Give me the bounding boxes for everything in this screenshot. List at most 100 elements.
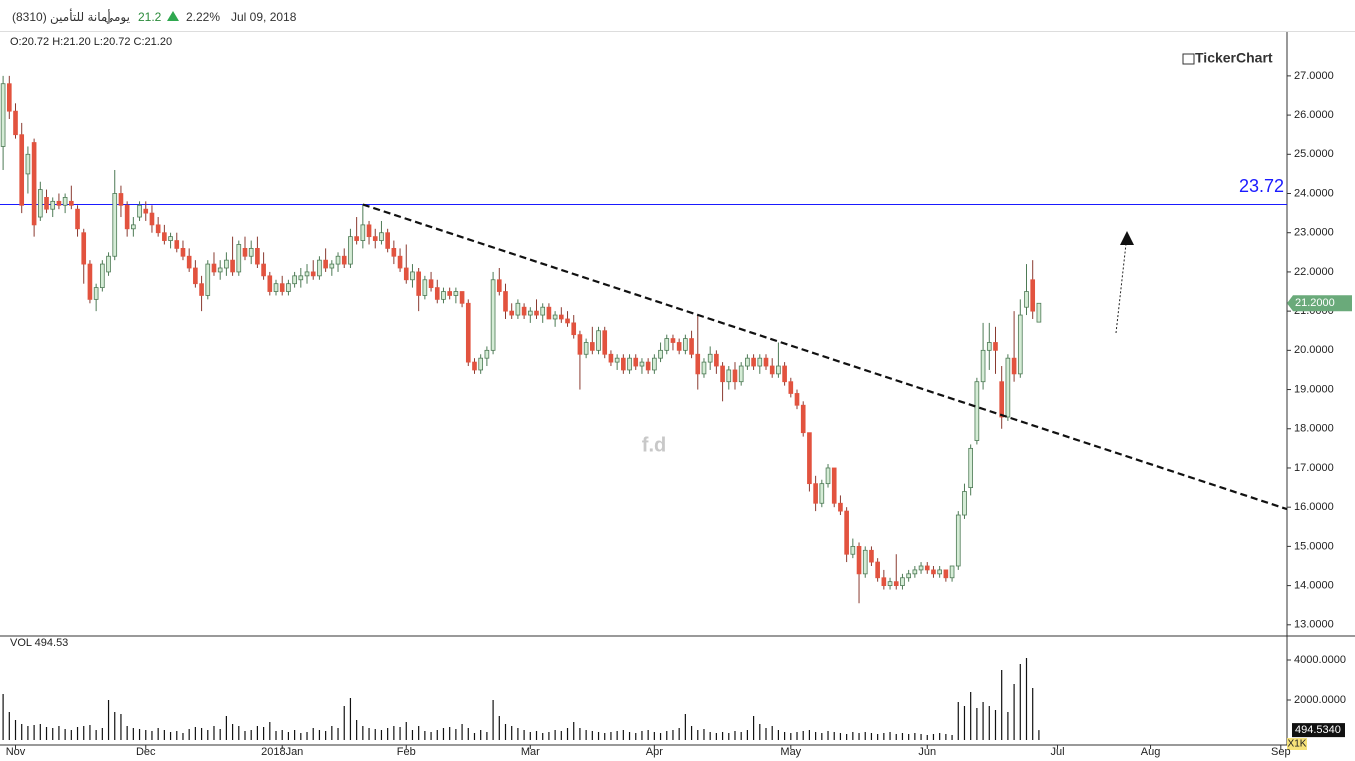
candle-body: [980, 349, 986, 383]
candle-body: [999, 381, 1005, 418]
candle-body: [248, 247, 254, 257]
last-price-tag: [1287, 295, 1352, 312]
candle-body: [490, 279, 496, 351]
candle-body: [106, 255, 111, 273]
candle-body: [577, 334, 583, 355]
x-tick-label: Nov: [6, 746, 26, 758]
ohlc: O:20.72 H:21.20 L:20.72 C:21.20: [10, 36, 172, 48]
projection-arrow: [1115, 243, 1127, 334]
candle-body: [348, 236, 353, 265]
candle-body: [19, 134, 25, 206]
candle-body: [118, 193, 124, 206]
candle-body: [986, 342, 992, 351]
date: Jul 09, 2018: [231, 10, 297, 24]
price: 21.2: [138, 10, 162, 24]
candle-body: [645, 361, 651, 371]
candle-body: [627, 357, 632, 371]
candle-body: [205, 263, 211, 296]
candle-body: [13, 110, 18, 136]
x-tick-label: Dec: [136, 746, 156, 758]
candle-body: [472, 361, 477, 371]
candle-body: [720, 365, 725, 383]
x-tick-label: Jun: [918, 746, 936, 758]
candle-body: [459, 291, 465, 304]
candle-body: [149, 212, 155, 226]
candle-body: [875, 561, 880, 579]
up-arrow: [167, 11, 179, 21]
candle-body: [900, 577, 905, 586]
candle-body: [639, 361, 645, 367]
candle-body: [726, 369, 732, 383]
y-tick-label: 17.0000: [1294, 462, 1334, 474]
candle-body: [924, 565, 930, 571]
candle-body: [93, 287, 99, 300]
candle-body: [131, 224, 136, 230]
unit-box: [1287, 738, 1307, 750]
candle-body: [267, 275, 273, 292]
candle-body: [372, 236, 378, 241]
symbol: أمانة للتأمين (8310): [12, 10, 111, 24]
candle-body: [534, 310, 539, 316]
candle-body: [869, 549, 874, 563]
candle-body: [155, 224, 161, 234]
candle-body: [230, 259, 235, 273]
candle-body: [31, 142, 37, 226]
candle-body: [484, 349, 490, 359]
x-tick-label: Feb: [397, 746, 416, 758]
candle-body: [447, 291, 452, 296]
candle-body: [621, 357, 626, 371]
candle-body: [292, 275, 297, 285]
candle-body: [124, 204, 130, 230]
candle-body: [689, 338, 694, 355]
candle-body: [664, 338, 670, 351]
y-tick-label: 27.0000: [1294, 70, 1334, 82]
candle-body: [217, 267, 223, 273]
candle-body: [242, 247, 248, 257]
candle-body: [751, 357, 756, 367]
y-tick-label: 20.0000: [1294, 344, 1334, 356]
volume-tick-label: 4000.0000: [1294, 654, 1346, 666]
candle-body: [763, 357, 769, 367]
y-tick-label: 25.0000: [1294, 148, 1334, 160]
candle-body: [596, 330, 601, 351]
candle-body: [360, 224, 366, 241]
candle-body: [974, 381, 980, 441]
header-bar: أمانة للتأمين (8310) يومي 21.2 2.22% Jul…: [0, 0, 1355, 32]
candle-body: [317, 259, 322, 277]
y-tick-label: 19.0000: [1294, 383, 1334, 395]
x-tick-label: May: [780, 746, 801, 758]
volume-caption: VOL 494.53: [10, 637, 68, 649]
candle-body: [6, 83, 12, 112]
candle-body: [434, 287, 440, 300]
candle-body: [428, 279, 434, 289]
candle-body: [168, 236, 173, 241]
candle-body: [968, 447, 973, 488]
candle-body: [100, 263, 105, 289]
candle-body: [137, 204, 142, 218]
x-tick-label: Aug: [1141, 746, 1161, 758]
candle-body: [955, 514, 961, 567]
candle-body: [199, 283, 204, 296]
candle-body: [788, 381, 794, 394]
candle-body: [652, 357, 657, 371]
candle-body: [310, 271, 316, 277]
arrow-head: [1120, 231, 1134, 245]
candle-body: [509, 310, 515, 316]
candle-body: [850, 545, 856, 555]
candle-body: [714, 353, 719, 367]
y-tick-label: 22.0000: [1294, 266, 1334, 278]
candle-body: [1005, 357, 1011, 418]
candle-body: [211, 263, 217, 273]
candle-body: [887, 581, 893, 586]
brand: TickerChart: [1195, 50, 1273, 66]
candle-body: [844, 510, 849, 555]
y-tick-label: 23.0000: [1294, 227, 1334, 239]
candle-body: [1036, 302, 1042, 323]
candle-body: [782, 365, 787, 383]
last-volume-label: 494.5340: [1295, 724, 1341, 736]
candle-body: [236, 244, 242, 273]
candle-body: [403, 267, 409, 281]
candle-body: [25, 153, 31, 175]
candle-body: [416, 271, 421, 296]
